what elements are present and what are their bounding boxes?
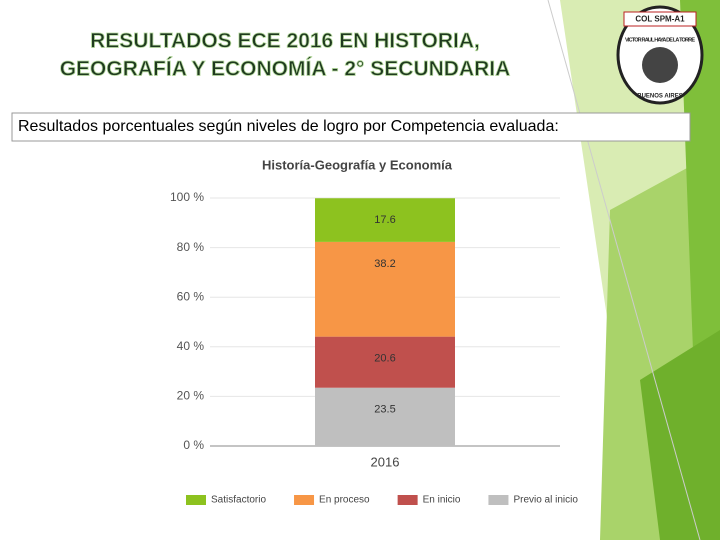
- deco-line: [547, 0, 701, 540]
- logo-band: [623, 11, 697, 27]
- legend-swatch: [294, 495, 315, 505]
- legend-swatch: [186, 495, 206, 505]
- legend-label: Previo al inicio: [513, 495, 578, 506]
- y-tick-label: 40 %: [177, 339, 205, 353]
- data-label: 17.6: [374, 214, 395, 226]
- data-label: 23.5: [374, 404, 395, 416]
- y-tick-label: 20 %: [177, 389, 205, 403]
- x-tick-label: 2016: [371, 454, 400, 469]
- subtitle: Resultados porcentuales según niveles de…: [18, 118, 559, 135]
- bar-segment: [315, 241, 455, 337]
- y-tick-label: 80 %: [177, 240, 205, 254]
- bar-segment: [315, 387, 455, 446]
- logo-figure: [642, 47, 678, 83]
- subtitle-box: [11, 112, 691, 142]
- slide-title: GEOGRAFÍA Y ECONOMÍA - 2° SECUNDARIA: [60, 58, 511, 81]
- y-tick-label: 0 %: [183, 438, 204, 452]
- legend-label: En proceso: [319, 495, 370, 506]
- logo-text: BUENOS AIRES: [637, 94, 682, 100]
- bar-segment: [315, 336, 455, 388]
- legend-label: En inicio: [423, 495, 461, 506]
- logo-text: VICTOR RAUL HAYA DE LA TORRE: [625, 37, 695, 43]
- legend-swatch: [397, 495, 418, 505]
- data-label: 20.6: [374, 353, 395, 365]
- bar-segment: [315, 198, 455, 242]
- logo-text: COL SPM-A1: [635, 15, 685, 24]
- legend-swatch: [488, 495, 509, 505]
- logo: COL SPM-A1 VICTOR RAUL HAYA DE LA TORRE …: [616, 5, 704, 105]
- y-tick-label: 60 %: [177, 289, 205, 303]
- slide-title: RESULTADOS ECE 2016 EN HISTORIA,: [90, 30, 480, 53]
- data-label: 38.2: [374, 258, 395, 270]
- y-tick-label: 100 %: [170, 190, 204, 204]
- legend-label: Satisfactorio: [211, 495, 266, 506]
- chart-title: Historía-Geografía y Economía: [262, 157, 453, 172]
- deco-triangle: [640, 330, 720, 540]
